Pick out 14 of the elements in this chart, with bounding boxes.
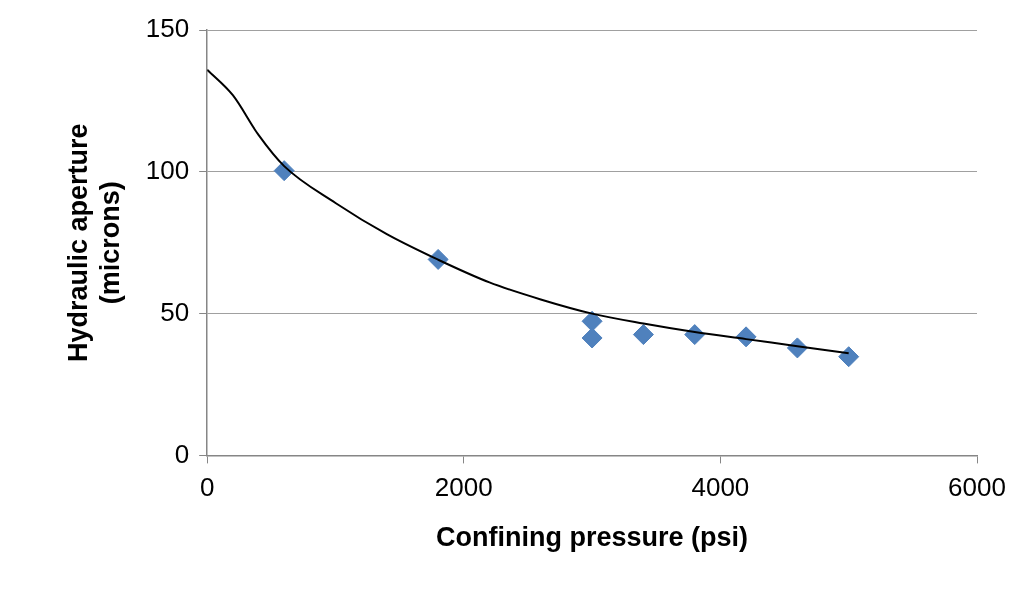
point	[632, 324, 654, 346]
point	[581, 327, 603, 349]
x-axis-title: Confining pressure (psi)	[436, 522, 749, 553]
y-tick-label: 150	[145, 13, 190, 44]
x-tick-label: 6000	[948, 472, 1006, 503]
y-axis-title: Hydraulic aperture (microns)	[62, 123, 126, 362]
point	[838, 346, 860, 368]
x-tick-label: 2000	[434, 472, 493, 503]
y-tick-label: 50	[160, 296, 190, 327]
y-tick-label: 0	[174, 438, 190, 469]
y-tick-label: 100	[145, 154, 190, 185]
point	[581, 310, 603, 332]
x-tick-label: 0	[199, 472, 215, 503]
x-tick-label: 4000	[691, 472, 750, 503]
